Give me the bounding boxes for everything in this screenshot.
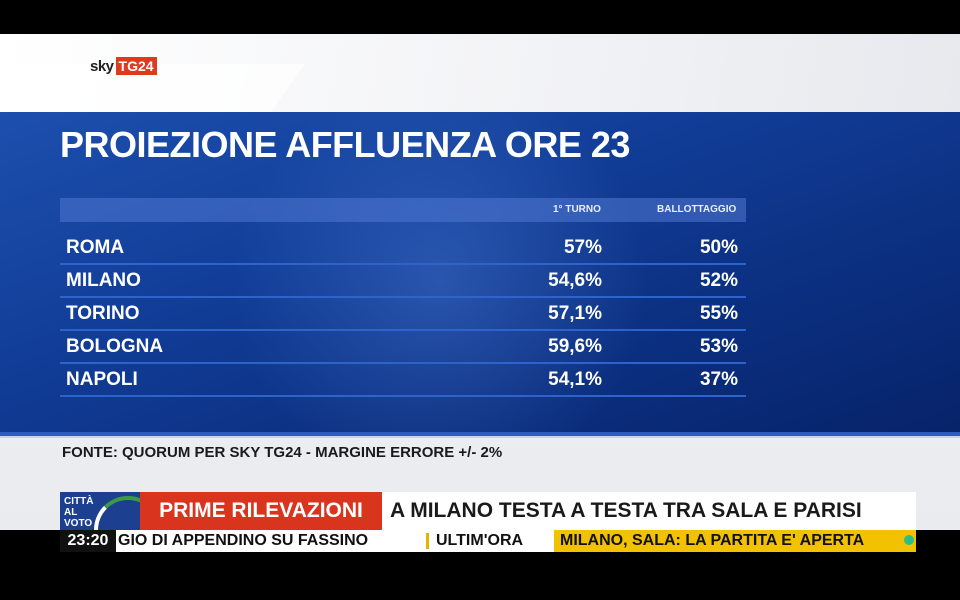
first-round-value: 57,1% bbox=[548, 303, 602, 324]
city-name: TORINO bbox=[66, 303, 140, 324]
table-row: BOLOGNA 59,6% 53% bbox=[60, 331, 746, 364]
logo-tg24-text: TG24 bbox=[115, 57, 157, 75]
citta-al-voto-badge: CITTÀ AL VOTO bbox=[60, 492, 140, 530]
crawl-current-item: MILANO, SALA: LA PARTITA E' APERTA bbox=[560, 532, 865, 549]
news-crawl: 23:20 GIO DI APPENDINO SU FASSINO ULTIM'… bbox=[60, 530, 916, 552]
crawl-separator bbox=[426, 533, 429, 549]
top-strip bbox=[0, 34, 960, 112]
first-round-value: 54,6% bbox=[548, 270, 602, 291]
skytg24-logo: sky TG24 bbox=[90, 56, 157, 76]
crawl-section: ULTIM'ORA bbox=[436, 532, 524, 549]
first-round-value: 54,1% bbox=[548, 369, 602, 390]
city-name: MILANO bbox=[66, 270, 141, 291]
live-dot-icon bbox=[904, 535, 914, 545]
city-name: NAPOLI bbox=[66, 369, 138, 390]
runoff-value: 52% bbox=[699, 270, 738, 291]
headline: A MILANO TESTA A TESTA TRA SALA E PARISI bbox=[382, 492, 916, 530]
runoff-value: 37% bbox=[699, 369, 738, 390]
table-row: MILANO 54,6% 52% bbox=[60, 265, 746, 298]
panel-divider bbox=[0, 432, 960, 436]
panel-title: PROIEZIONE AFFLUENZA ORE 23 bbox=[60, 124, 630, 165]
turnout-table: ROMA 57% 50% MILANO 54,6% 52% TORINO 57,… bbox=[60, 232, 746, 397]
table-row: ROMA 57% 50% bbox=[60, 232, 746, 265]
first-round-value: 59,6% bbox=[548, 336, 602, 357]
badge-text: CITTÀ AL VOTO bbox=[64, 496, 94, 529]
clock: 23:20 bbox=[60, 530, 116, 552]
panel-divider-light bbox=[0, 436, 960, 438]
logo-sky-text: sky bbox=[90, 57, 114, 75]
broadcast-frame: sky TG24 PROIEZIONE AFFLUENZA ORE 23 1° … bbox=[0, 34, 960, 530]
table-header: 1° TURNO BALLOTTAGGIO bbox=[60, 198, 746, 222]
runoff-value: 50% bbox=[699, 237, 738, 258]
column-first-round: 1° TURNO bbox=[553, 204, 601, 215]
first-round-value: 57% bbox=[563, 237, 602, 258]
city-name: BOLOGNA bbox=[66, 336, 164, 357]
turnout-panel: PROIEZIONE AFFLUENZA ORE 23 1° TURNO BAL… bbox=[0, 112, 960, 432]
city-name: ROMA bbox=[66, 237, 125, 258]
runoff-value: 53% bbox=[699, 336, 738, 357]
source-note: FONTE: QUORUM PER SKY TG24 - MARGINE ERR… bbox=[62, 444, 503, 461]
column-runoff: BALLOTTAGGIO bbox=[657, 204, 737, 215]
crawl-highlight bbox=[554, 530, 916, 552]
crawl-previous-item: GIO DI APPENDINO SU FASSINO bbox=[118, 532, 369, 549]
table-row: NAPOLI 54,1% 37% bbox=[60, 364, 746, 397]
section-label: PRIME RILEVAZIONI bbox=[140, 492, 382, 530]
lower-third: CITTÀ AL VOTO PRIME RILEVAZIONI A MILANO… bbox=[60, 492, 916, 530]
runoff-value: 55% bbox=[699, 303, 738, 324]
table-row: TORINO 57,1% 55% bbox=[60, 298, 746, 331]
